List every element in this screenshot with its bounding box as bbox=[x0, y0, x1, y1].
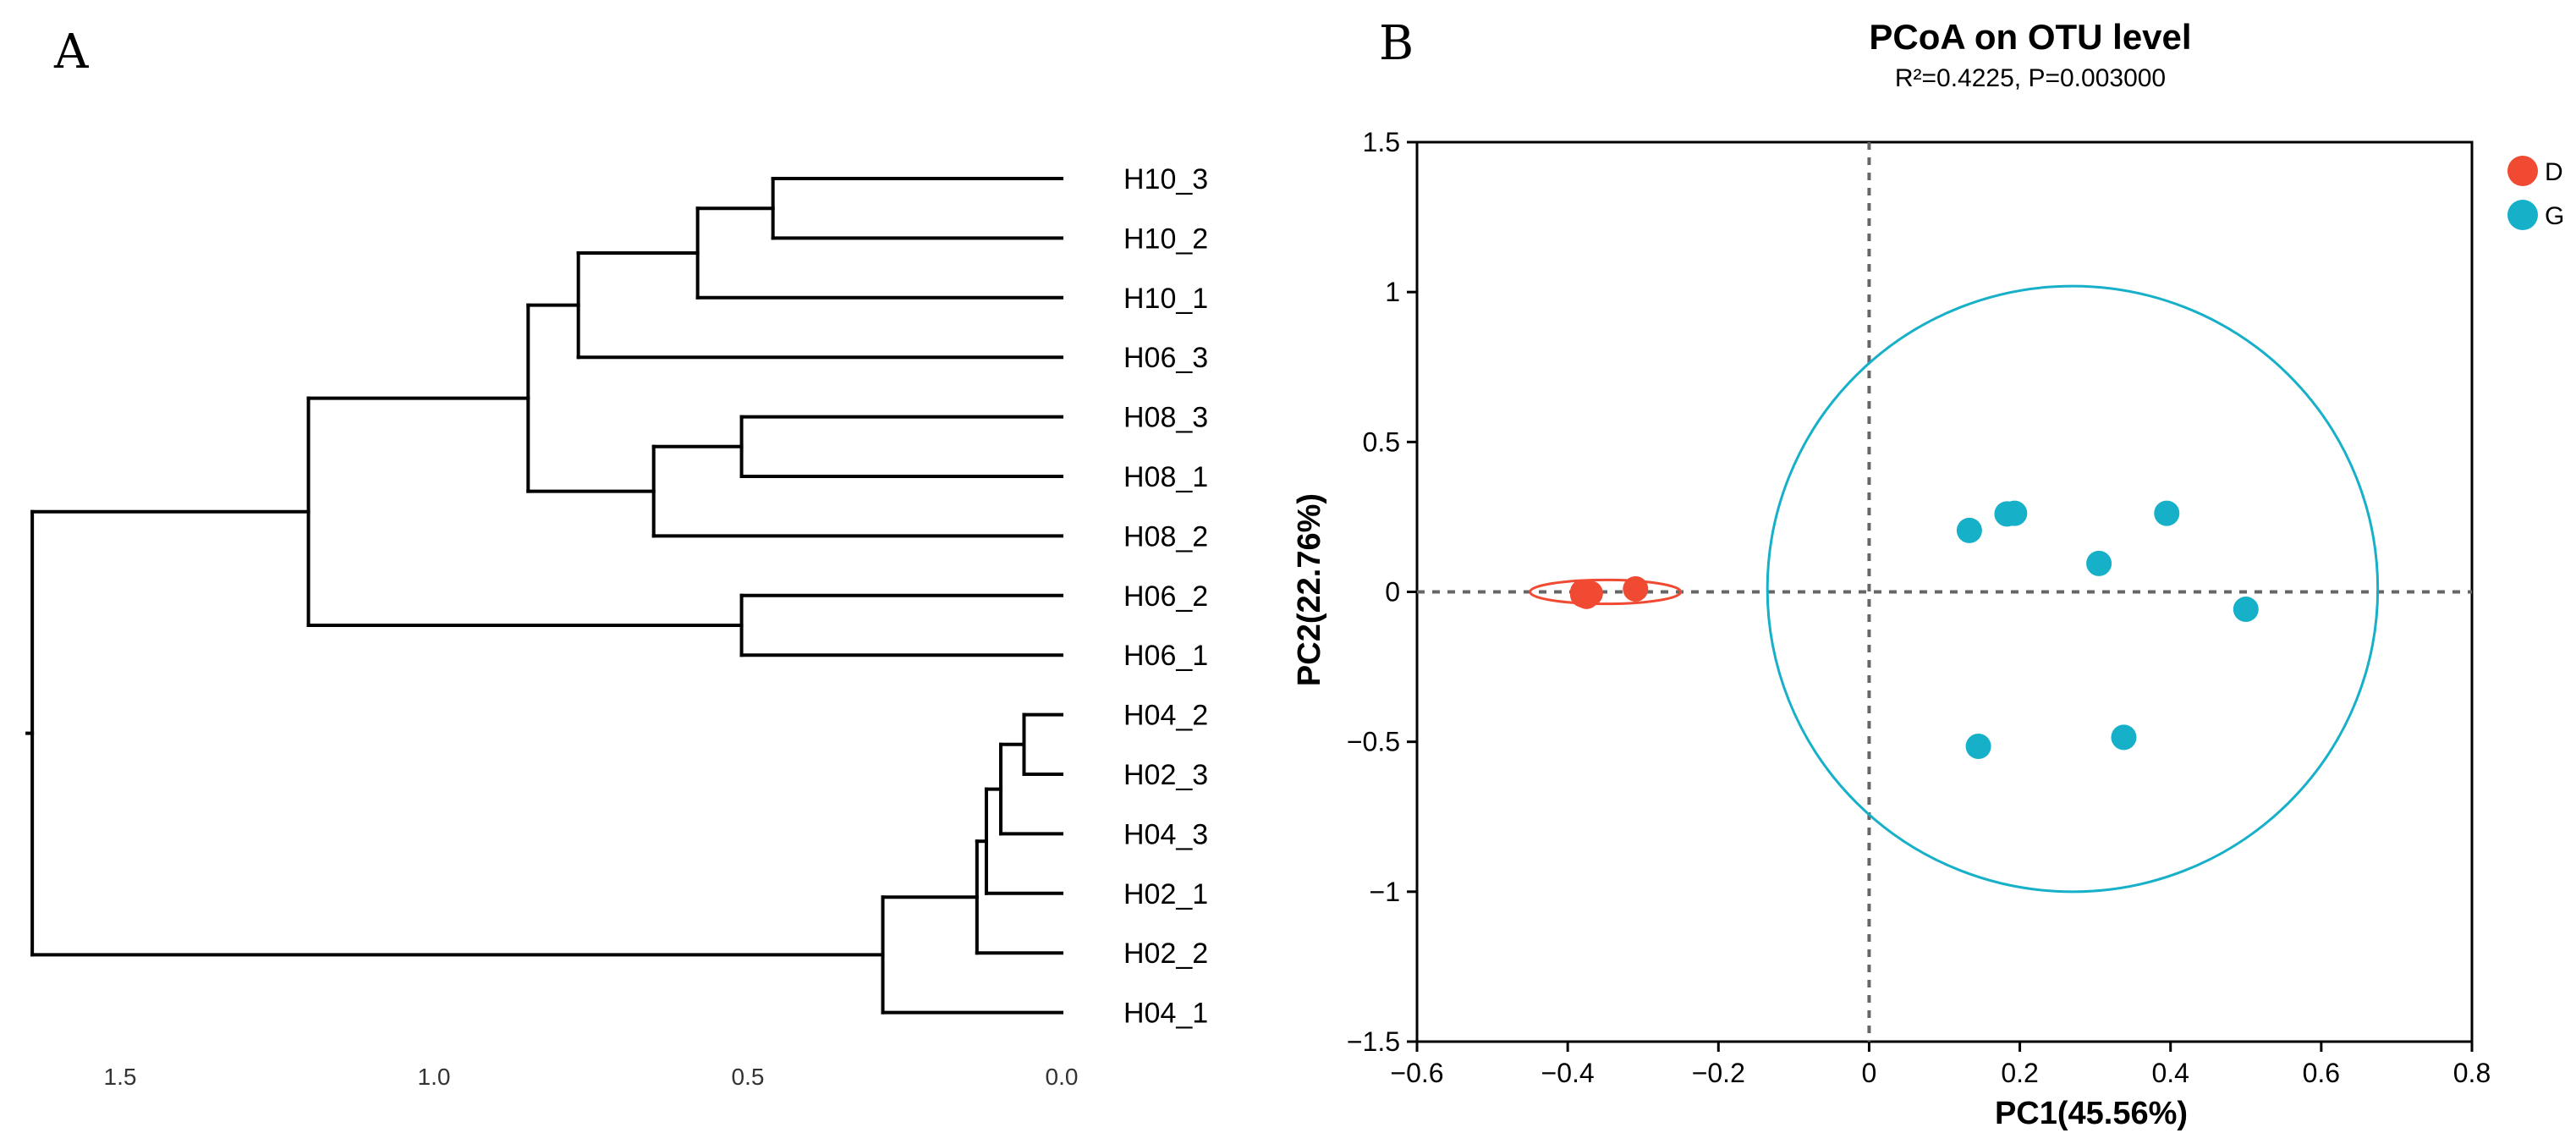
dendrogram-tick-label: 1.5 bbox=[104, 1064, 137, 1090]
data-point-g bbox=[2154, 500, 2180, 526]
data-point-g bbox=[2086, 550, 2112, 576]
y-axis-title: PC2(22.76%) bbox=[1292, 493, 1327, 686]
leaf-label: H04_3 bbox=[1123, 818, 1208, 850]
leaf-label: H08_1 bbox=[1123, 461, 1208, 493]
data-point-g bbox=[2111, 724, 2137, 751]
leaf-label: H04_2 bbox=[1123, 700, 1208, 732]
leaf-label: H04_1 bbox=[1123, 998, 1208, 1030]
x-tick-label: −0.4 bbox=[1541, 1058, 1595, 1088]
leaf-label: H08_2 bbox=[1123, 520, 1208, 553]
leaf-label: H02_3 bbox=[1123, 759, 1208, 791]
panel-label-b: B bbox=[1379, 16, 1414, 71]
data-point-g bbox=[2002, 500, 2028, 526]
data-point-g bbox=[1965, 733, 1991, 759]
leaf-label: H08_3 bbox=[1123, 402, 1208, 434]
dendrogram-tick-label: 0.5 bbox=[732, 1064, 765, 1090]
legend-label: D bbox=[2545, 158, 2563, 186]
leaf-label: H02_1 bbox=[1123, 878, 1208, 910]
dendrogram-tick-label: 0.0 bbox=[1046, 1064, 1079, 1090]
x-tick-label: 0 bbox=[1862, 1058, 1877, 1088]
x-tick-label: 0.2 bbox=[2001, 1058, 2038, 1088]
confidence-ellipse-g bbox=[1766, 284, 2380, 894]
y-tick-label: −0.5 bbox=[1347, 727, 1400, 757]
leaf-label: H06_3 bbox=[1123, 342, 1208, 374]
legend-label: G bbox=[2545, 202, 2564, 230]
y-tick-label: 0.5 bbox=[1363, 426, 1400, 457]
data-point-d bbox=[1623, 575, 1649, 602]
data-point-d bbox=[1577, 580, 1603, 607]
chart-title: PCoA on OTU level bbox=[1869, 17, 2191, 57]
legend-swatch-d bbox=[2507, 156, 2538, 186]
leaf-label: H06_2 bbox=[1123, 580, 1208, 613]
pcoa-plot: PCoA on OTU level R²=0.4225, P=0.003000 … bbox=[1292, 17, 2564, 1131]
leaf-label: H02_2 bbox=[1123, 938, 1208, 970]
y-tick-label: 0 bbox=[1385, 577, 1400, 608]
dendrogram-tick-label: 1.0 bbox=[418, 1064, 451, 1090]
y-tick-label: 1.5 bbox=[1363, 127, 1400, 157]
confidence-ellipse-d bbox=[1529, 578, 1683, 606]
y-tick-label: 1 bbox=[1385, 277, 1400, 307]
chart-subtitle: R²=0.4225, P=0.003000 bbox=[1895, 64, 2166, 92]
x-tick-label: −0.2 bbox=[1692, 1058, 1745, 1088]
y-tick-label: −1 bbox=[1370, 877, 1400, 907]
leaf-label: H10_3 bbox=[1123, 163, 1208, 195]
leaf-label: H10_1 bbox=[1123, 283, 1208, 315]
data-point-g bbox=[2233, 597, 2259, 623]
legend-swatch-g bbox=[2507, 200, 2538, 230]
leaf-label: H10_2 bbox=[1123, 223, 1208, 255]
y-tick-label: −1.5 bbox=[1347, 1026, 1400, 1057]
leaf-label: H06_1 bbox=[1123, 640, 1208, 672]
x-tick-label: 0.4 bbox=[2151, 1058, 2189, 1088]
x-tick-label: 0.8 bbox=[2453, 1058, 2491, 1088]
data-point-g bbox=[1956, 517, 1982, 543]
panel-label-a: A bbox=[53, 25, 89, 80]
x-tick-label: 0.6 bbox=[2303, 1058, 2340, 1088]
x-axis-title: PC1(45.56%) bbox=[1995, 1096, 2188, 1131]
dendrogram: H10_3 H10_2 H10_1 H06_3 H08_3 H08_1 H08_2 H06_2… bbox=[25, 163, 1208, 1090]
x-tick-label: −0.6 bbox=[1390, 1058, 1443, 1088]
